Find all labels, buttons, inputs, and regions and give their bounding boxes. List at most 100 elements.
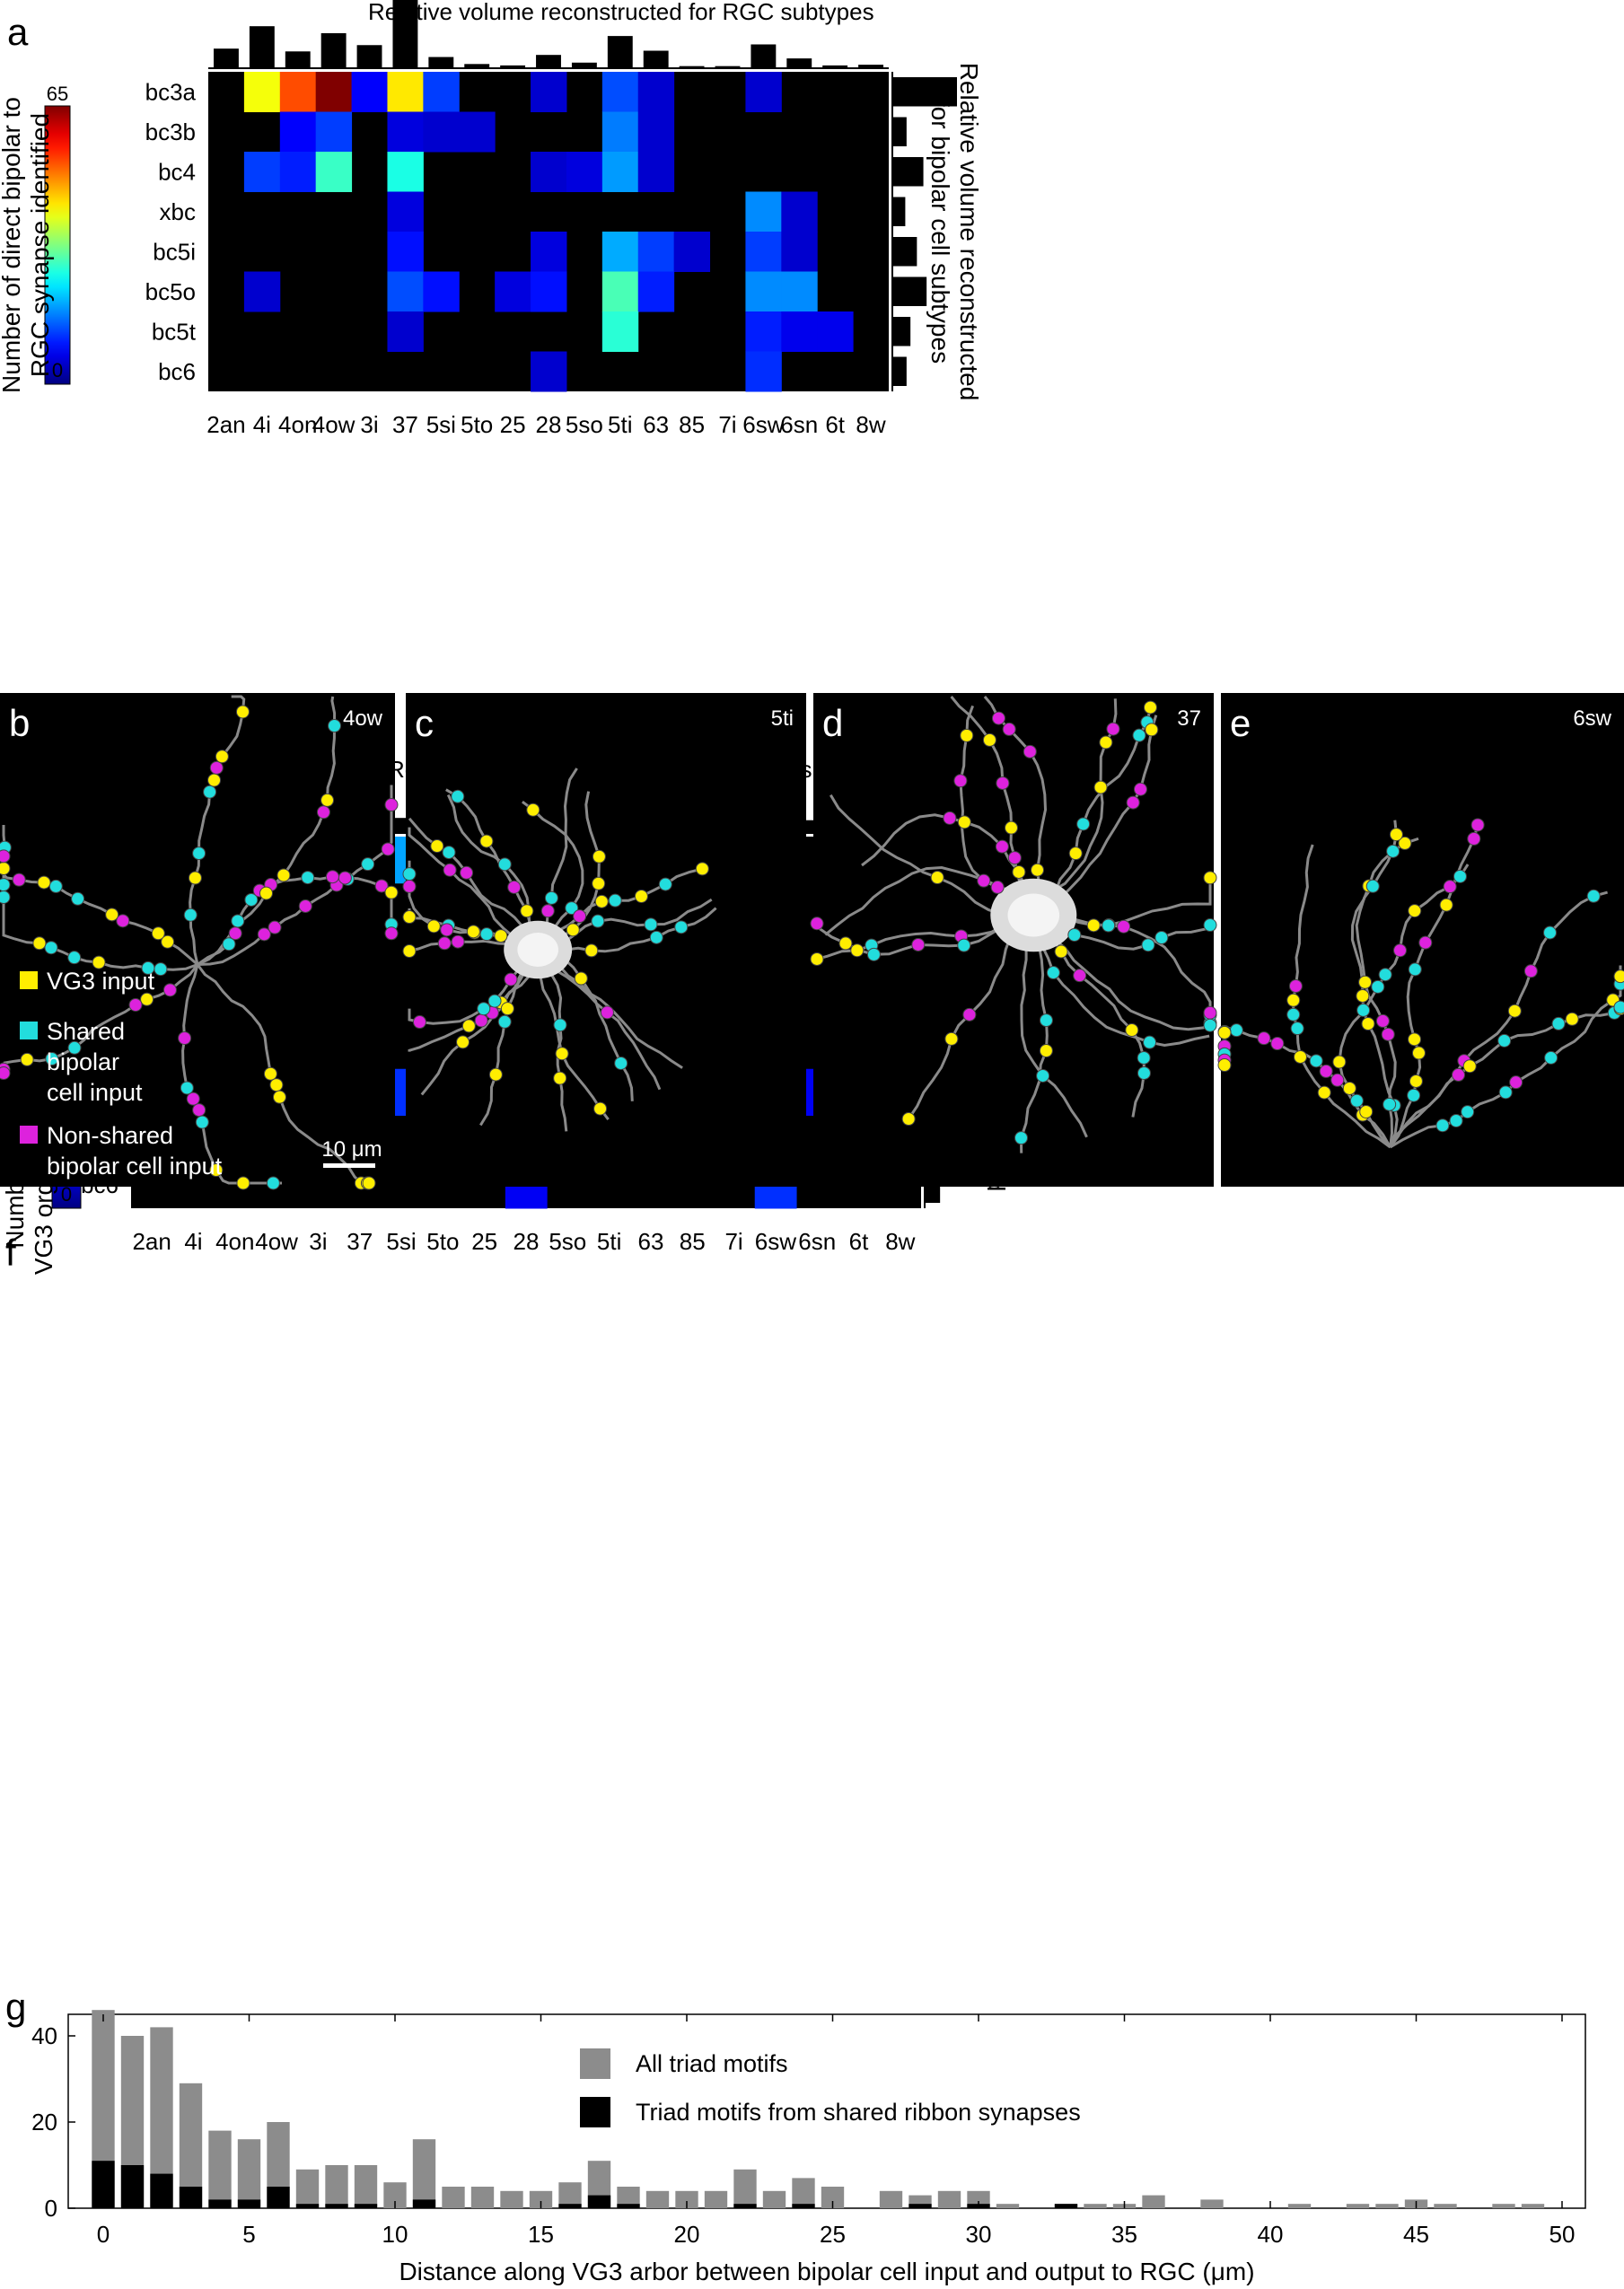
synapse-marker (1046, 966, 1060, 980)
bar-shared-triads (120, 2165, 145, 2208)
x-tick-label: 3i (309, 1228, 327, 1255)
synapse-marker (1099, 735, 1113, 750)
synapse-marker (1137, 1066, 1151, 1080)
bar-all-triads (1142, 2195, 1165, 2208)
synapse-marker (1076, 817, 1091, 831)
heatmap-cell (243, 271, 281, 312)
bar-all-triads (937, 2190, 961, 2208)
synapse-marker (990, 880, 1005, 894)
synapse-marker (461, 1019, 476, 1033)
synapse-marker (128, 997, 143, 1012)
heatmap-cell (637, 232, 675, 272)
synapse-marker (384, 885, 399, 899)
heatmap-cell (459, 111, 496, 153)
synapse-marker (1039, 1044, 1053, 1058)
synapse-marker (277, 868, 291, 882)
soma-highlight (517, 933, 558, 967)
heatmap-cell (531, 271, 567, 312)
synapse-marker (1398, 836, 1412, 850)
heatmap-cell (531, 72, 567, 112)
dendrite-branch (1032, 706, 1152, 916)
synapse-marker (1586, 889, 1601, 903)
synapse-marker (195, 1115, 209, 1129)
legend-swatch (580, 2048, 610, 2079)
synapse-marker (45, 1052, 59, 1066)
synapse-marker (1358, 975, 1373, 989)
colorbar-min-label: 0 (52, 359, 63, 382)
heatmap-cell (387, 152, 424, 192)
synapse-marker (440, 923, 454, 937)
synapse-marker (1154, 931, 1169, 945)
heatmap-cell (781, 191, 818, 232)
synapse-marker (272, 1090, 286, 1104)
bar-all-triads (1521, 2204, 1545, 2208)
synapse-marker (1381, 1027, 1395, 1041)
synapse-marker (1393, 943, 1408, 958)
synapse-marker (0, 861, 11, 875)
x-tick-label: 45 (1403, 2221, 1429, 2248)
synapse-marker (930, 871, 944, 885)
heatmap-cell (745, 191, 782, 232)
x-tick-label: 5to (461, 411, 493, 438)
bar-all-triads (675, 2190, 698, 2208)
synapse-marker (1117, 919, 1131, 934)
dendrite-branch (479, 948, 540, 1127)
heatmap-cell (387, 111, 424, 153)
synapse-marker (544, 890, 558, 905)
top-bar (607, 36, 633, 68)
micrograph-panel-c: 5ti c (402, 693, 806, 1187)
right-bar-label: for bipolar cell subtypes (926, 100, 954, 364)
synapse-marker (608, 893, 622, 908)
synapse-marker (338, 871, 352, 885)
synapse-marker (1408, 904, 1422, 918)
synapse-marker (48, 879, 63, 893)
synapse-marker (437, 936, 452, 951)
synapse-marker (996, 776, 1010, 790)
bar-shared-triads (325, 2204, 348, 2208)
synapse-marker (1361, 1017, 1375, 1031)
synapse-marker (911, 937, 926, 952)
heatmap-cell (243, 72, 281, 112)
synapse-marker (1073, 969, 1087, 983)
synapse-marker (1014, 1131, 1029, 1145)
synapse-marker (268, 920, 282, 934)
synapse-marker (192, 846, 206, 861)
synapse-marker (1349, 1093, 1364, 1108)
legend-label: bipolar (47, 1048, 119, 1075)
right-bar (892, 117, 907, 146)
heatmap-cell (637, 72, 675, 112)
panel-letter-a: a (7, 11, 29, 53)
synapse-marker (1375, 1013, 1390, 1028)
synapse-marker (1288, 979, 1303, 994)
legend-label: Shared (47, 1018, 125, 1045)
scale-bar-label: 10 μm (321, 1137, 382, 1162)
synapse-marker (244, 892, 259, 907)
synapse-marker (1004, 820, 1018, 835)
synapse-marker (325, 870, 339, 884)
x-tick-label: 15 (528, 2221, 554, 2248)
synapse-marker (0, 890, 11, 904)
x-tick-label: 85 (679, 411, 705, 438)
synapse-marker (953, 774, 968, 788)
bar-shared-triads (179, 2187, 203, 2208)
synapse-marker (1031, 863, 1045, 877)
synapse-marker (361, 857, 375, 872)
synapse-marker (32, 936, 47, 951)
x-tick-label: 5to (426, 1228, 459, 1255)
y-tick-label: bc6 (158, 358, 196, 385)
top-bar (392, 0, 418, 68)
synapse-marker (402, 879, 417, 893)
top-bar (214, 48, 239, 68)
synapse-marker (1143, 700, 1157, 715)
synapse-marker (644, 917, 658, 932)
synapse-marker (426, 919, 441, 934)
top-bar (858, 65, 883, 68)
bar-shared-triads (208, 2199, 232, 2208)
synapse-marker (477, 1002, 491, 1016)
bar-shared-triads (412, 2199, 436, 2208)
cell-type-label: 4ow (343, 706, 383, 731)
synapse-marker (658, 877, 672, 891)
legend-swatch (580, 2097, 610, 2127)
synapse-marker (553, 1071, 567, 1085)
x-tick-label: 8w (856, 411, 885, 438)
